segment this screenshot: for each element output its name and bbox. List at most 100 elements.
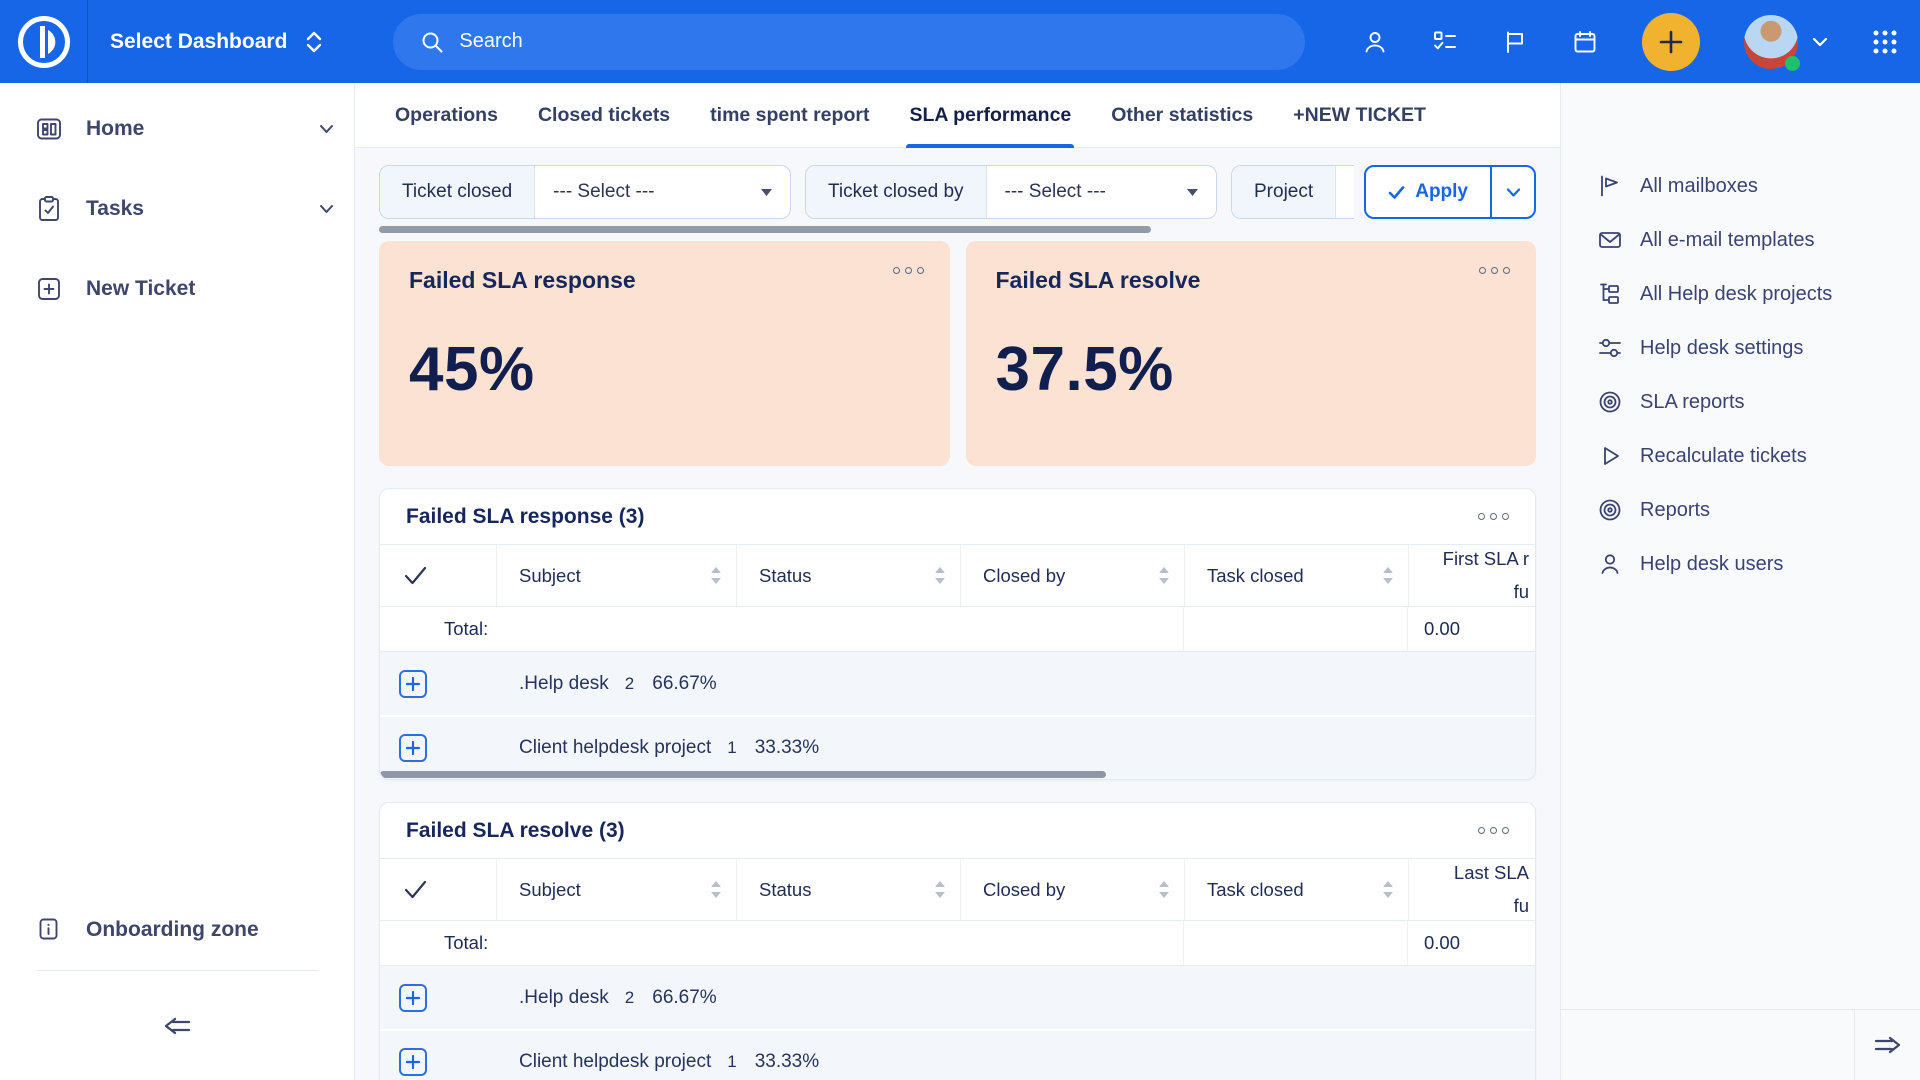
divider [36,970,318,971]
topbar-actions [1362,12,1898,71]
horizontal-scrollbar[interactable] [380,771,1106,778]
kpi-row: Failed SLA response 45% Failed SLA resol… [379,241,1536,466]
tab-other-statistics[interactable]: Other statistics [1111,103,1254,126]
apps-grid-icon[interactable] [1872,29,1898,55]
user-menu[interactable] [1744,14,1828,71]
right-sidebar-item-help-desk-users[interactable]: Help desk users [1561,537,1920,591]
total-value: 0.00 [1407,921,1535,965]
table-failed-sla-resolve: Failed SLA resolve (3) Subject Status [379,802,1536,1080]
right-sidebar-item-all-email-templates[interactable]: All e-mail templates [1561,213,1920,267]
left-sidebar: Home Tasks New Ticket [0,83,355,1080]
apply-split-button: Apply [1354,165,1536,219]
tab-closed-tickets[interactable]: Closed tickets [537,103,671,126]
column-first-sla[interactable]: First SLA r fu [1409,545,1535,606]
total-value: 0.00 [1407,607,1535,651]
right-sidebar-item-sla-reports[interactable]: SLA reports [1561,375,1920,429]
avatar[interactable] [1744,14,1800,71]
kpi-menu-button[interactable] [1479,267,1510,274]
user-icon[interactable] [1362,29,1388,55]
column-label: Status [759,564,812,586]
right-sidebar-item-recalculate-tickets[interactable]: Recalculate tickets [1561,429,1920,483]
check-icon [404,880,427,898]
apply-button[interactable]: Apply [1364,165,1492,219]
column-closed-by[interactable]: Closed by [961,545,1185,606]
checklist-icon[interactable] [1432,29,1458,55]
horizontal-scrollbar[interactable] [379,226,1151,233]
right-sidebar-item-reports[interactable]: Reports [1561,483,1920,537]
sidebar-item-tasks[interactable]: Tasks [0,169,354,249]
tab-time-spent-report[interactable]: time spent report [710,103,870,126]
global-search[interactable] [393,13,1306,70]
app-logo[interactable] [0,0,88,83]
sidebar-item-new-ticket[interactable]: New Ticket [0,249,354,329]
plus-icon [406,741,420,755]
table-row[interactable]: Client helpdesk project 1 33.33% [380,715,1535,779]
filter-ticket-closed-by: Ticket closed by --- Select --- [805,165,1217,219]
tab-sla-performance[interactable]: SLA performance [906,83,1075,148]
table-failed-sla-response: Failed SLA response (3) Subject Status [379,488,1536,780]
expand-row-button[interactable] [399,1048,427,1076]
add-new-button[interactable] [1642,12,1700,71]
calendar-icon[interactable] [1572,29,1598,55]
sidebar-footer: Onboarding zone [0,890,354,1080]
column-closed-by[interactable]: Closed by [961,859,1185,920]
kpi-menu-button[interactable] [892,267,924,274]
sidebar-item-home[interactable]: Home [0,89,354,169]
right-sidebar-item-all-mailboxes[interactable]: All mailboxes [1561,159,1920,213]
column-task-closed[interactable]: Task closed [1185,859,1409,920]
row-count: 2 [624,673,635,693]
sort-icon[interactable] [934,566,946,585]
search-input[interactable] [459,30,1280,53]
table-row[interactable]: Client helpdesk project 1 33.33% [380,1029,1535,1080]
table-menu-button[interactable] [1478,513,1509,520]
table-row[interactable]: .Help desk 2 66.67% [380,651,1535,715]
check-icon [404,566,427,584]
apply-options-button[interactable] [1490,165,1536,219]
column-label: Closed by [983,564,1066,586]
sort-icon[interactable] [1382,880,1394,899]
chevron-down-icon[interactable] [319,204,334,214]
table-title: Failed SLA resolve (3) [406,818,625,842]
sort-icon[interactable] [710,880,722,899]
tab-new-ticket[interactable]: +NEW TICKET [1293,103,1426,126]
tab-operations[interactable]: Operations [395,103,498,126]
sort-icon[interactable] [934,880,946,899]
sort-icon[interactable] [1158,880,1170,899]
sort-icon[interactable] [1158,566,1170,585]
plus-square-icon [38,278,60,300]
column-last-sla[interactable]: Last SLA fu [1409,859,1535,920]
filter-select[interactable]: --- Select --- [535,166,790,218]
column-status[interactable]: Status [737,545,961,606]
column-status[interactable]: Status [737,859,961,920]
column-select-all[interactable] [380,545,497,606]
sort-icon[interactable] [710,566,722,585]
chevron-down-icon[interactable] [1812,37,1828,47]
total-label: Total: [444,932,489,953]
table-menu-button[interactable] [1478,827,1509,834]
right-sidebar-item-help-desk-settings[interactable]: Help desk settings [1561,321,1920,375]
right-sidebar-item-label: Help desk settings [1640,336,1804,359]
chevron-down-icon[interactable] [319,124,334,134]
plus-icon [1659,30,1683,53]
right-sidebar-item-all-help-desk-projects[interactable]: All Help desk projects [1561,267,1920,321]
sidebar-item-onboarding-zone[interactable]: Onboarding zone [0,890,354,970]
expand-row-button[interactable] [399,734,427,762]
expand-row-button[interactable] [399,983,427,1012]
column-subject[interactable]: Subject [497,859,737,920]
search-icon [422,32,443,52]
expand-panel-button[interactable] [1854,1010,1920,1080]
collapse-sidebar-button[interactable] [0,971,354,1080]
filter-select[interactable]: --- Select --- [987,166,1216,218]
caret-down-icon [761,188,772,196]
column-select-all[interactable] [380,859,497,920]
table-row[interactable]: .Help desk 2 66.67% [380,965,1535,1029]
expand-row-button[interactable] [399,669,427,698]
dashboard-selector[interactable]: Select Dashboard [110,29,323,55]
column-subject[interactable]: Subject [497,545,737,606]
flag-icon[interactable] [1502,29,1528,55]
sort-icon[interactable] [1382,566,1394,585]
row-percent: 66.67% [652,672,717,694]
kpi-value: 45% [409,335,535,404]
column-task-closed[interactable]: Task closed [1185,545,1409,606]
right-sidebar-item-label: All e-mail templates [1640,228,1815,251]
